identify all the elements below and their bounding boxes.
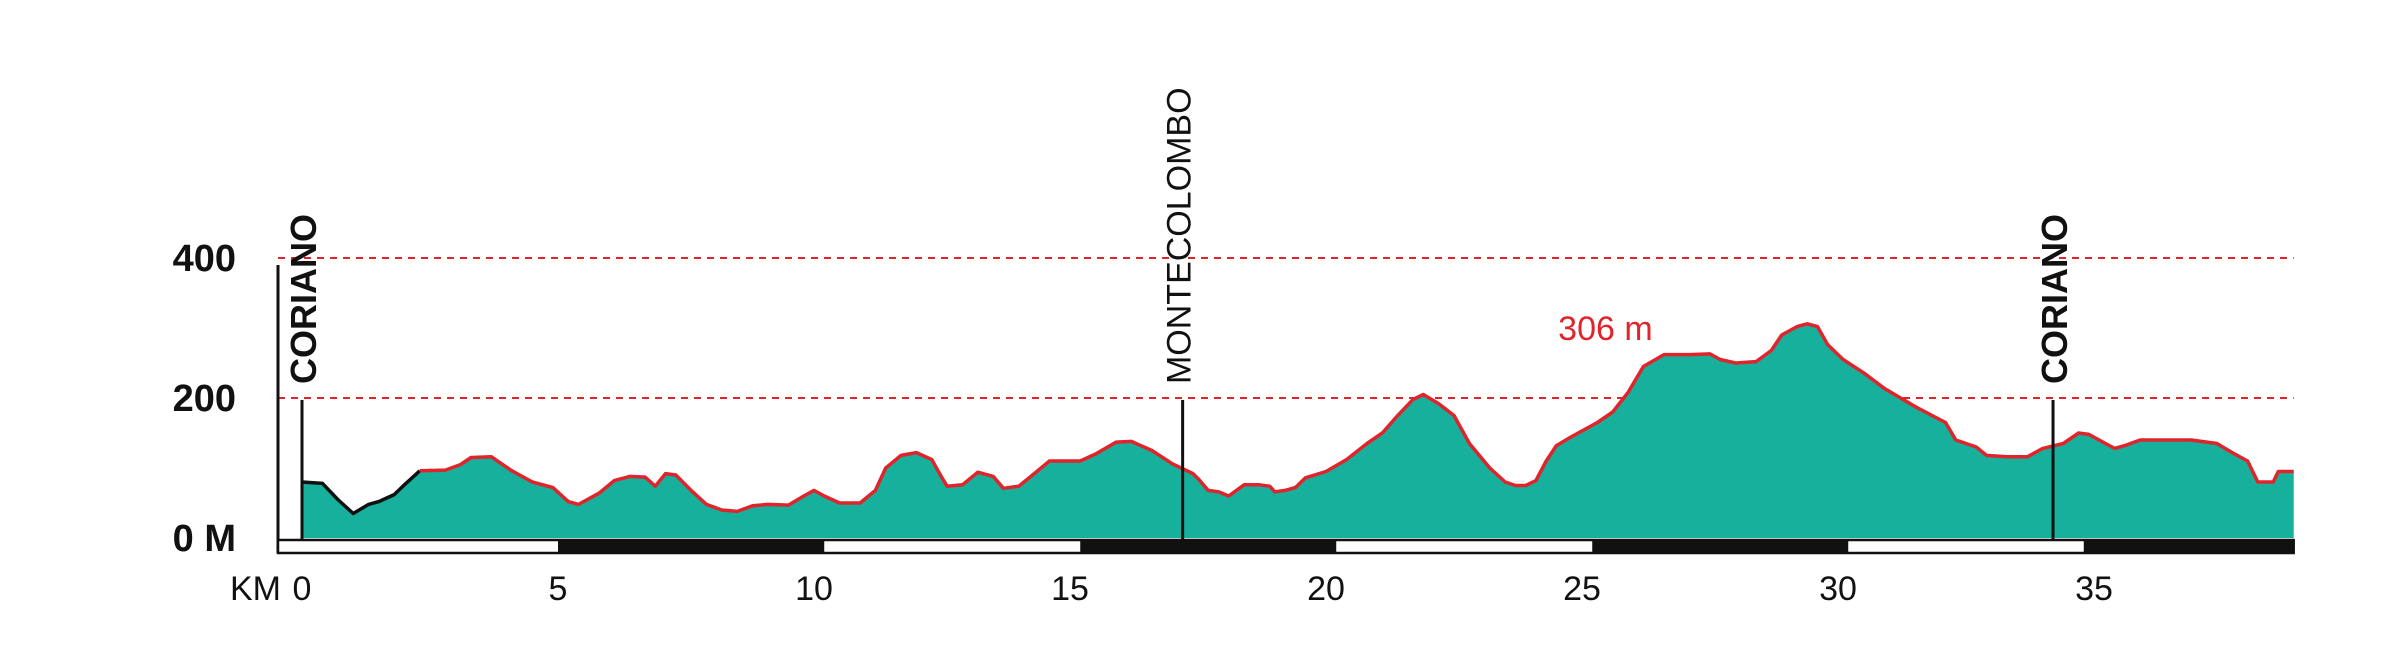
- km-band-segment: [1592, 540, 1849, 553]
- profile-line: [419, 322, 2294, 514]
- location-label: CORIANO: [283, 214, 324, 384]
- tick-labels: 306 m 0 M 200 400 KM 0 5 10 15 20 25 30 35: [173, 238, 2113, 608]
- x-tick-label: 0: [293, 570, 312, 608]
- x-tick-label: 20: [1307, 570, 1345, 608]
- profile-area: [301, 322, 2294, 538]
- location-markers: CORIANO MONTECOLOMBO CORIANO: [283, 87, 2075, 540]
- y-tick-label: 200: [173, 378, 236, 420]
- peak-label: 306 m: [1558, 310, 1653, 348]
- km-band-segment: [558, 540, 825, 553]
- x-tick-label: 25: [1563, 570, 1601, 608]
- x-tick-label: 10: [795, 570, 833, 608]
- profile-line-start: [301, 469, 421, 516]
- x-tick-label: 30: [1819, 570, 1857, 608]
- km-band-segment: [1080, 540, 1337, 553]
- km-band-segment: [2083, 540, 2294, 553]
- profile-fill: [302, 323, 2294, 538]
- km-band: [276, 538, 2295, 555]
- x-axis-prefix: KM: [230, 570, 281, 608]
- y-tick-label: 0 M: [173, 518, 236, 560]
- y-tick-label: 400: [173, 238, 236, 280]
- x-tick-label: 5: [549, 570, 568, 608]
- gridlines: [278, 257, 2294, 399]
- location-label: MONTECOLOMBO: [1161, 87, 1199, 384]
- x-tick-label: 35: [2075, 570, 2113, 608]
- location-label: CORIANO: [2034, 214, 2075, 384]
- x-tick-label: 15: [1051, 570, 1089, 608]
